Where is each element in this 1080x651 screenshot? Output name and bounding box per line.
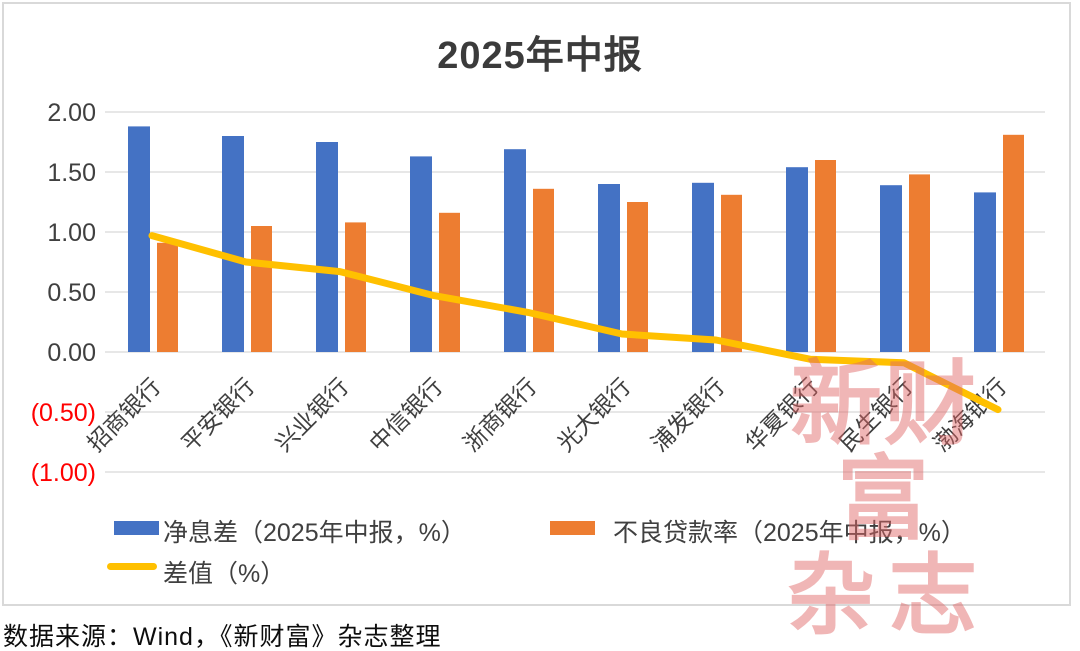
nim-bar [410,156,432,352]
y-axis-tick-label: 1.50 [47,159,96,187]
x-axis-category-label: 平安银行 [176,373,259,456]
nim-bar [316,142,338,352]
nim-bar [880,185,902,352]
y-axis-tick-label: 0.00 [47,339,96,367]
npl-bar [721,194,742,352]
npl-bar [157,242,178,352]
nim-bar [786,167,808,352]
npl-bar [627,202,648,352]
nim-bar [128,126,150,353]
nim-bar [504,149,526,352]
nim-bar [598,184,620,352]
npl-bar [439,212,460,352]
npl-bar [533,188,554,352]
y-axis-tick-label: 2.00 [47,99,96,127]
npl-bar [345,222,366,352]
x-axis-category-label: 华夏银行 [740,373,823,456]
nim-bar [974,192,996,352]
npl-bar [909,174,930,352]
x-axis-category-label: 光大银行 [552,373,635,456]
y-axis-tick-label: (1.00) [31,459,96,487]
nim-bar [692,182,714,352]
x-axis-category-label: 浦发银行 [646,373,729,456]
npl-bar [1003,134,1024,352]
x-axis-category-label: 兴业银行 [270,373,353,456]
diff-line [148,232,1002,414]
chart-title: 2025年中报 [437,35,643,77]
x-axis-category-label: 浙商银行 [458,373,541,456]
legend-swatch-diff [107,563,157,570]
npl-bar [815,160,836,352]
y-axis-tick-label: 1.00 [47,219,96,247]
nim-bar [222,136,244,352]
source-note: 数据来源：Wind，《新财富》杂志整理 [3,623,442,651]
legend-swatch-nim [114,521,159,535]
x-axis-category-label: 渤海银行 [928,373,1011,456]
x-axis-category-label: 中信银行 [364,373,447,456]
x-axis-category-label: 民生银行 [834,373,917,456]
legend-label-nim: 净息差（2025年中报，%） [163,519,466,547]
y-axis-tick-label: (0.50) [31,399,96,427]
legend-swatch-npl [550,521,595,535]
y-axis-tick-label: 0.50 [47,279,96,307]
npl-bar [251,226,272,352]
legend-label-npl: 不良贷款率（2025年中报，%） [613,519,966,547]
legend-label-diff: 差值（%） [163,560,286,588]
